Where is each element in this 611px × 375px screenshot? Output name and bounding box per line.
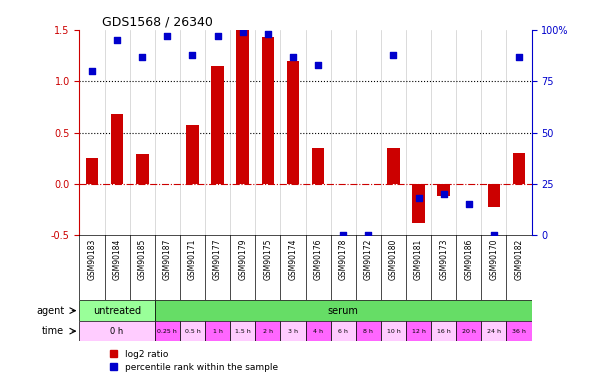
Text: GSM90172: GSM90172 (364, 238, 373, 280)
FancyBboxPatch shape (507, 321, 532, 341)
Bar (437, 184, 450, 196)
Text: GSM90179: GSM90179 (238, 238, 247, 280)
Bar (262, 37, 274, 184)
Bar (211, 66, 224, 184)
Text: GSM90174: GSM90174 (288, 238, 298, 280)
FancyBboxPatch shape (456, 321, 481, 341)
Text: serum: serum (327, 306, 359, 316)
FancyBboxPatch shape (255, 321, 280, 341)
Point (338, 232, 348, 238)
Point (188, 52, 197, 58)
Point (313, 62, 323, 68)
FancyBboxPatch shape (306, 321, 331, 341)
Text: 36 h: 36 h (512, 328, 526, 334)
Point (87, 68, 97, 74)
Text: 16 h: 16 h (437, 328, 450, 334)
Text: agent: agent (36, 306, 64, 316)
FancyBboxPatch shape (331, 321, 356, 341)
Bar (312, 148, 324, 184)
Point (439, 191, 448, 197)
Text: 24 h: 24 h (487, 328, 501, 334)
Point (213, 33, 222, 39)
Point (112, 37, 122, 43)
Point (137, 54, 147, 60)
FancyBboxPatch shape (356, 321, 381, 341)
Point (464, 201, 474, 207)
Text: time: time (42, 326, 64, 336)
Text: 3 h: 3 h (288, 328, 298, 334)
Text: 2 h: 2 h (263, 328, 273, 334)
FancyBboxPatch shape (431, 321, 456, 341)
Bar (513, 153, 525, 184)
Point (489, 232, 499, 238)
FancyBboxPatch shape (406, 321, 431, 341)
Point (238, 29, 247, 35)
Text: GSM90184: GSM90184 (112, 238, 122, 280)
FancyBboxPatch shape (180, 321, 205, 341)
Text: GSM90186: GSM90186 (464, 238, 474, 280)
Point (389, 52, 398, 58)
FancyBboxPatch shape (280, 321, 306, 341)
Text: 6 h: 6 h (338, 328, 348, 334)
Point (414, 195, 423, 201)
Bar (412, 184, 425, 223)
Text: 0.25 h: 0.25 h (158, 328, 177, 334)
Text: 4 h: 4 h (313, 328, 323, 334)
Point (288, 54, 298, 60)
FancyBboxPatch shape (205, 321, 230, 341)
Bar (186, 125, 199, 184)
Text: 12 h: 12 h (412, 328, 425, 334)
Text: GDS1568 / 26340: GDS1568 / 26340 (102, 16, 213, 29)
FancyBboxPatch shape (79, 300, 155, 321)
Text: GSM90183: GSM90183 (87, 238, 97, 280)
Text: 1.5 h: 1.5 h (235, 328, 251, 334)
Text: GSM90176: GSM90176 (313, 238, 323, 280)
Legend: log2 ratio, percentile rank within the sample: log2 ratio, percentile rank within the s… (106, 346, 281, 375)
Bar (236, 30, 249, 184)
Text: GSM90173: GSM90173 (439, 238, 448, 280)
Point (514, 54, 524, 60)
FancyBboxPatch shape (155, 321, 180, 341)
Bar (86, 158, 98, 184)
Text: 1 h: 1 h (213, 328, 222, 334)
Text: GSM90181: GSM90181 (414, 238, 423, 280)
Bar (111, 114, 123, 184)
FancyBboxPatch shape (230, 321, 255, 341)
Text: GSM90177: GSM90177 (213, 238, 222, 280)
Text: GSM90170: GSM90170 (489, 238, 499, 280)
Text: GSM90180: GSM90180 (389, 238, 398, 280)
Text: GSM90178: GSM90178 (338, 238, 348, 280)
Text: GSM90171: GSM90171 (188, 238, 197, 280)
Bar (287, 61, 299, 184)
Text: GSM90182: GSM90182 (514, 238, 524, 280)
Bar (136, 154, 148, 184)
Text: 0.5 h: 0.5 h (185, 328, 200, 334)
Bar (387, 148, 400, 184)
FancyBboxPatch shape (155, 300, 532, 321)
Text: 0 h: 0 h (111, 327, 124, 336)
Text: GSM90175: GSM90175 (263, 238, 273, 280)
FancyBboxPatch shape (79, 321, 155, 341)
Text: 10 h: 10 h (387, 328, 400, 334)
Text: 8 h: 8 h (364, 328, 373, 334)
FancyBboxPatch shape (381, 321, 406, 341)
Point (263, 31, 273, 37)
Text: 20 h: 20 h (462, 328, 476, 334)
FancyBboxPatch shape (481, 321, 507, 341)
Point (364, 232, 373, 238)
Text: untreated: untreated (93, 306, 141, 316)
Point (163, 33, 172, 39)
Text: GSM90185: GSM90185 (137, 238, 147, 280)
Text: GSM90187: GSM90187 (163, 238, 172, 280)
Bar (488, 184, 500, 207)
